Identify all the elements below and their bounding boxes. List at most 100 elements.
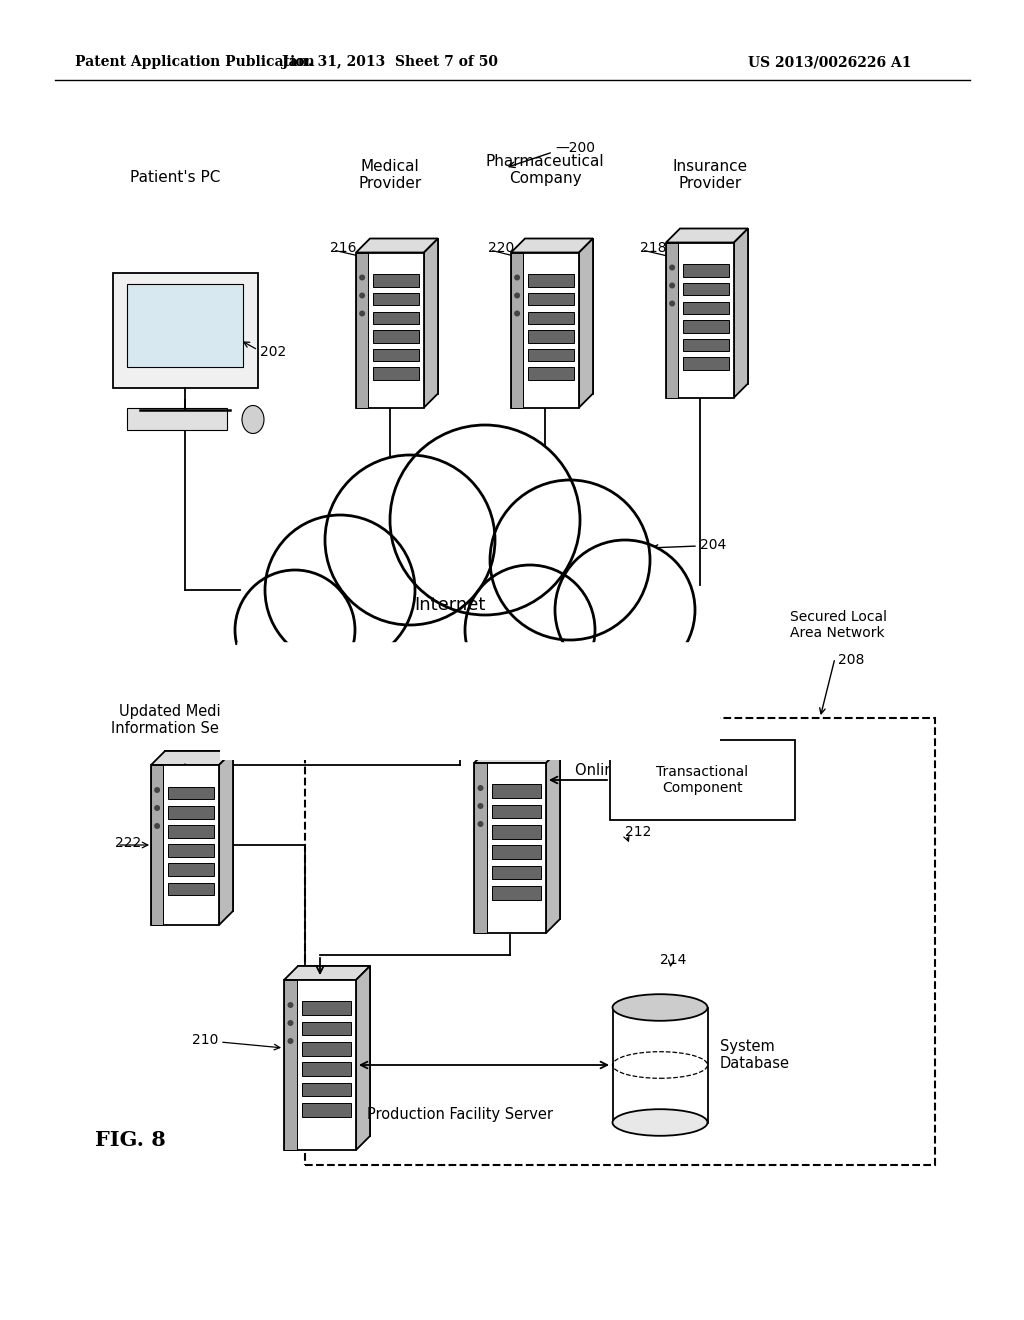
Circle shape <box>514 310 520 317</box>
FancyBboxPatch shape <box>302 1001 351 1015</box>
Text: Online Ordering Server: Online Ordering Server <box>575 763 744 777</box>
Text: —200: —200 <box>555 141 595 154</box>
Text: Internet: Internet <box>415 597 485 614</box>
Circle shape <box>477 785 483 791</box>
Circle shape <box>669 301 675 306</box>
Circle shape <box>359 293 366 298</box>
FancyBboxPatch shape <box>528 348 574 362</box>
Polygon shape <box>424 239 438 408</box>
FancyBboxPatch shape <box>683 282 729 296</box>
FancyBboxPatch shape <box>683 264 729 277</box>
Polygon shape <box>734 228 748 397</box>
FancyBboxPatch shape <box>373 293 419 305</box>
FancyBboxPatch shape <box>683 321 729 333</box>
Circle shape <box>155 787 160 793</box>
FancyBboxPatch shape <box>492 805 541 818</box>
Text: Patient's PC: Patient's PC <box>130 170 220 186</box>
FancyBboxPatch shape <box>528 330 574 342</box>
Polygon shape <box>151 751 233 766</box>
Text: 208: 208 <box>838 653 864 667</box>
Polygon shape <box>151 766 163 925</box>
Text: Medical
Provider: Medical Provider <box>358 158 422 191</box>
Circle shape <box>669 282 675 289</box>
FancyBboxPatch shape <box>302 1022 351 1035</box>
Text: Secured Local
Area Network: Secured Local Area Network <box>790 610 887 640</box>
Text: 216: 216 <box>330 242 356 255</box>
Polygon shape <box>284 979 297 1150</box>
Circle shape <box>265 515 415 665</box>
Circle shape <box>514 275 520 281</box>
Circle shape <box>155 822 160 829</box>
Text: Jan. 31, 2013  Sheet 7 of 50: Jan. 31, 2013 Sheet 7 of 50 <box>282 55 498 69</box>
Polygon shape <box>511 239 593 252</box>
Polygon shape <box>284 966 370 979</box>
Ellipse shape <box>612 1109 708 1135</box>
Polygon shape <box>219 751 233 925</box>
Text: Production Facility Server: Production Facility Server <box>367 1107 553 1122</box>
FancyBboxPatch shape <box>302 1041 351 1056</box>
FancyBboxPatch shape <box>683 339 729 351</box>
Text: 212: 212 <box>625 825 651 840</box>
Text: Transactional
Component: Transactional Component <box>656 764 749 795</box>
Polygon shape <box>165 751 233 911</box>
Ellipse shape <box>242 405 264 433</box>
Circle shape <box>477 821 483 828</box>
Circle shape <box>325 455 495 624</box>
FancyBboxPatch shape <box>373 312 419 323</box>
Polygon shape <box>284 979 356 1150</box>
Polygon shape <box>511 252 523 408</box>
Circle shape <box>490 480 650 640</box>
Polygon shape <box>488 748 560 919</box>
FancyBboxPatch shape <box>168 787 214 800</box>
Text: System
Database: System Database <box>720 1039 790 1072</box>
Polygon shape <box>151 766 219 925</box>
FancyBboxPatch shape <box>373 348 419 362</box>
FancyBboxPatch shape <box>492 866 541 879</box>
Polygon shape <box>525 239 593 393</box>
Polygon shape <box>579 239 593 408</box>
Text: FIG. 8: FIG. 8 <box>94 1130 165 1150</box>
Circle shape <box>288 1038 294 1044</box>
Text: 206: 206 <box>478 808 505 822</box>
Text: Patent Application Publication: Patent Application Publication <box>75 55 314 69</box>
Text: 218: 218 <box>640 242 667 255</box>
Text: 202: 202 <box>260 345 287 359</box>
Polygon shape <box>298 966 370 1137</box>
Circle shape <box>465 565 595 696</box>
FancyBboxPatch shape <box>492 825 541 838</box>
Polygon shape <box>356 252 369 408</box>
FancyBboxPatch shape <box>373 367 419 380</box>
Text: Updated Medical
Information Server: Updated Medical Information Server <box>112 704 249 737</box>
FancyBboxPatch shape <box>683 358 729 370</box>
Circle shape <box>669 264 675 271</box>
Circle shape <box>359 275 366 281</box>
FancyBboxPatch shape <box>302 1063 351 1076</box>
FancyBboxPatch shape <box>528 293 574 305</box>
Text: 204: 204 <box>700 539 726 552</box>
Polygon shape <box>546 748 560 933</box>
FancyBboxPatch shape <box>220 645 720 760</box>
Polygon shape <box>474 763 546 933</box>
FancyBboxPatch shape <box>168 863 214 876</box>
FancyBboxPatch shape <box>492 784 541 797</box>
Ellipse shape <box>612 994 708 1020</box>
Polygon shape <box>356 239 438 252</box>
Polygon shape <box>511 252 579 408</box>
FancyBboxPatch shape <box>127 408 227 429</box>
FancyBboxPatch shape <box>373 330 419 342</box>
Polygon shape <box>666 243 678 397</box>
Polygon shape <box>356 252 424 408</box>
FancyBboxPatch shape <box>683 301 729 314</box>
FancyBboxPatch shape <box>492 886 541 900</box>
FancyBboxPatch shape <box>127 285 243 367</box>
Circle shape <box>288 1020 294 1026</box>
Polygon shape <box>370 239 438 393</box>
Text: Pharmaceutical
Company: Pharmaceutical Company <box>485 154 604 186</box>
Text: 210: 210 <box>191 1034 218 1047</box>
FancyBboxPatch shape <box>528 275 574 286</box>
FancyBboxPatch shape <box>168 845 214 857</box>
Text: 222: 222 <box>115 836 141 850</box>
Text: 220: 220 <box>488 242 514 255</box>
Circle shape <box>359 310 366 317</box>
FancyBboxPatch shape <box>612 1007 708 1122</box>
